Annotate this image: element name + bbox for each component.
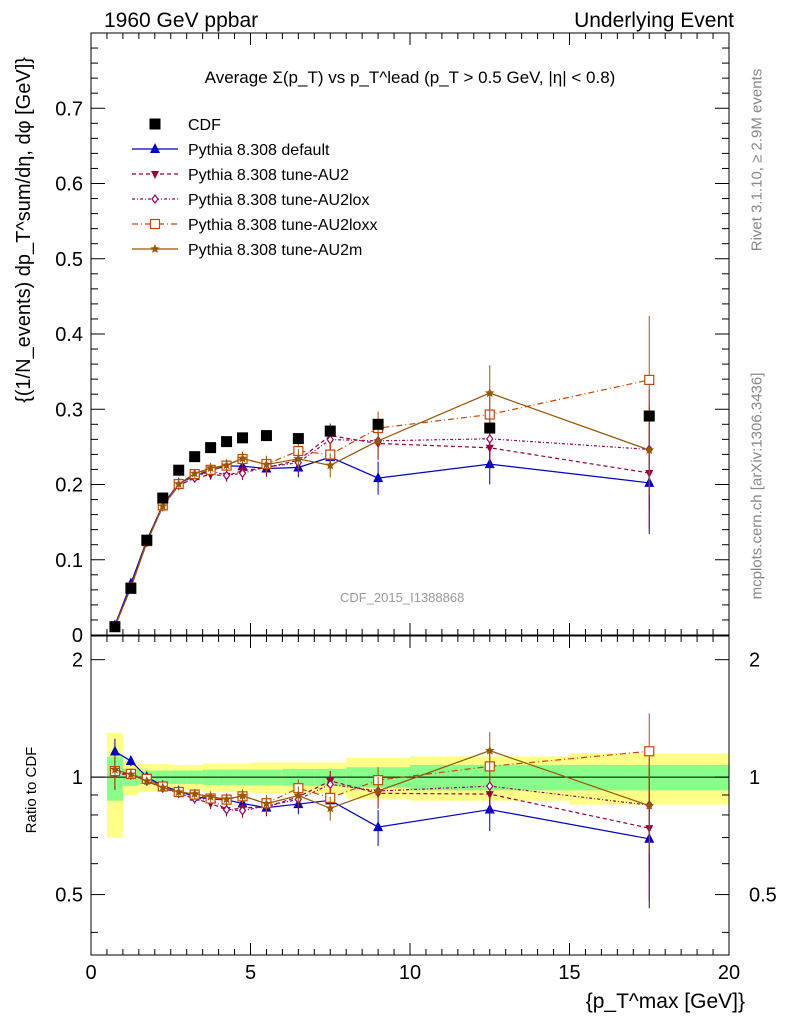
ratio-y-tick-label-right: 2 — [749, 650, 760, 672]
y-tick-label: 0.6 — [55, 174, 83, 196]
x-tick-label: 0 — [85, 962, 96, 984]
series-4-point — [158, 501, 168, 511]
cdf-point — [260, 430, 272, 442]
main-panel-frame — [90, 32, 730, 636]
legend-marker — [149, 118, 161, 130]
series-4-ratio-point — [158, 782, 168, 792]
ratio-y-tick-label: 1 — [72, 767, 83, 789]
y-tick-label: 0.2 — [55, 475, 83, 497]
series-4-ratio-point — [644, 800, 655, 810]
x-tick-label: 20 — [718, 962, 740, 984]
series-4-point — [189, 468, 200, 478]
legend-label: Pythia 8.308 default — [188, 142, 330, 159]
series-4-ratio-point — [325, 803, 336, 813]
series-4-ratio-point — [237, 790, 248, 800]
legend-label: Pythia 8.308 tune-AU2lox — [188, 192, 369, 209]
series-4-point — [325, 460, 336, 470]
legend-marker — [151, 171, 159, 179]
legend-marker — [151, 194, 159, 204]
cdf-point — [324, 425, 336, 437]
legend-label: CDF — [188, 117, 221, 134]
series-4-ratio-point — [142, 776, 152, 786]
series-4-ratio-point — [373, 785, 383, 796]
series-4-point — [644, 445, 655, 455]
series-2-ratio-point — [222, 804, 231, 815]
series-2-point — [222, 470, 231, 481]
series-4-ratio-point — [261, 798, 272, 808]
series-2-point — [238, 468, 247, 479]
cdf-point — [372, 418, 384, 430]
y-axis-label: {(1/N_events) dp_T^sum/dη, dφ [GeV]} — [13, 57, 35, 403]
ratio-axis-label: Ratio to CDF — [23, 747, 40, 834]
legend-marker — [150, 143, 160, 153]
series-4-ratio-point — [173, 786, 184, 797]
series-4-point — [373, 435, 383, 445]
series-0-ratio-point — [125, 754, 136, 765]
y-tick-label: 0.4 — [55, 324, 83, 346]
ratio-y-tick-label-right: 0.5 — [749, 885, 777, 907]
series-2-ratio-point — [486, 781, 494, 792]
series-2-point — [486, 433, 494, 444]
series-3-point — [644, 374, 655, 386]
y-tick-label: 0.1 — [55, 550, 83, 572]
series-4-ratio-point — [293, 790, 304, 800]
cdf-point — [484, 422, 496, 434]
watermark-analysis-id: CDF_2015_I1388868 — [340, 590, 465, 605]
cdf-point — [125, 582, 137, 594]
mcplots-credit-label: mcplots.cern.ch [arXiv:1306.3436] — [748, 372, 766, 600]
series-4-point — [484, 388, 495, 398]
cdf-point — [643, 410, 655, 422]
legend-marker — [149, 218, 161, 230]
cdf-point — [205, 442, 217, 454]
cdf-point — [189, 451, 201, 463]
series-3-ratio-point — [644, 746, 655, 757]
series-4-ratio-point — [484, 745, 495, 755]
series-4-point — [261, 459, 272, 469]
series-4-ratio-point — [110, 764, 120, 774]
rivet-version-label: Rivet 3.1.10, ≥ 2.9M events — [748, 68, 766, 252]
y-tick-label: 0.7 — [55, 98, 83, 120]
x-tick-label: 5 — [245, 962, 256, 984]
series-0-ratio-point — [373, 821, 384, 832]
y-tick-label: 0.5 — [55, 249, 83, 271]
series-4-point — [221, 460, 232, 470]
series-4-point — [205, 463, 216, 473]
legend-label: Pythia 8.308 tune-AU2m — [188, 242, 362, 259]
series-4-ratio-point — [189, 788, 200, 798]
y-tick-label: 0.3 — [55, 399, 83, 421]
series-0-point — [373, 472, 384, 483]
series-4-ratio-point — [205, 791, 216, 801]
header-collision-label: 1960 GeV ppbar — [104, 9, 259, 32]
series-4-point — [237, 453, 248, 463]
cdf-point — [221, 436, 233, 448]
header-analysis-label: Underlying Event — [574, 9, 734, 32]
chart-title: Average Σ(p_T) vs p_T^lead (p_T > 0.5 Ge… — [205, 68, 616, 87]
legend-marker — [150, 244, 160, 254]
x-tick-label: 15 — [558, 962, 580, 984]
ratio-y-tick-label: 2 — [72, 650, 83, 672]
y-tick-label: 0 — [72, 625, 83, 647]
cdf-point — [157, 492, 169, 504]
legend-label: Pythia 8.308 tune-AU2 — [188, 167, 349, 184]
series-4-ratio-point — [126, 769, 136, 779]
cdf-point — [292, 433, 304, 445]
series-2-ratio-point — [238, 805, 247, 816]
series-4-point — [173, 479, 184, 489]
ratio-y-tick-label: 0.5 — [55, 885, 83, 907]
series-0-ratio-point — [109, 745, 120, 756]
cdf-point — [109, 621, 121, 633]
cdf-point — [173, 464, 185, 476]
ratio-y-tick-label-right: 1 — [749, 767, 760, 789]
series-4-ratio-point — [221, 794, 232, 804]
x-axis-label: {p_T^max [GeV]} — [586, 990, 745, 1013]
cdf-point — [141, 534, 153, 546]
legend-label: Pythia 8.308 tune-AU2loxx — [188, 217, 377, 234]
series-4-point — [293, 453, 304, 463]
cdf-point — [237, 432, 249, 444]
x-tick-label: 10 — [399, 962, 421, 984]
